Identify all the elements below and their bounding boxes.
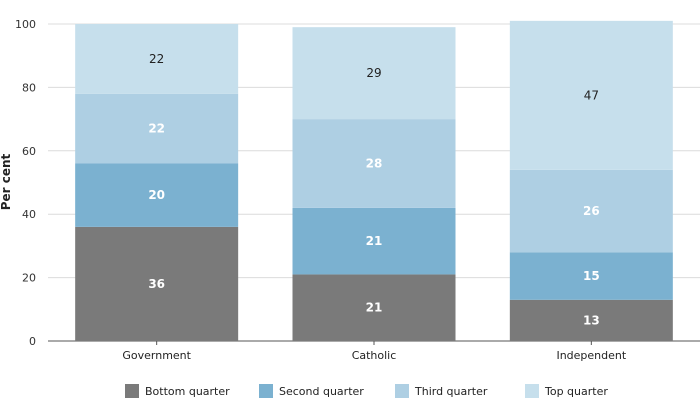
- bar-segment: [292, 119, 456, 208]
- bar-segment: [75, 24, 239, 94]
- y-tick-label: 60: [22, 145, 36, 158]
- legend-swatch: [125, 384, 139, 398]
- data-label: 36: [148, 277, 165, 291]
- data-label: 13: [583, 313, 600, 327]
- data-label: 26: [583, 204, 600, 218]
- legend-swatch: [259, 384, 273, 398]
- data-label: 29: [366, 66, 381, 80]
- bar-segment: [75, 163, 239, 227]
- y-tick-label: 40: [22, 208, 36, 221]
- legend: Bottom quarter Second quarter Third quarte…: [125, 384, 608, 398]
- x-category-label: Independent: [556, 349, 626, 362]
- y-axis: 0 20 40 60 80 100: [15, 18, 36, 348]
- y-axis-label: Per cent: [0, 153, 13, 210]
- bar-segment: [75, 93, 239, 164]
- bar-segment: [75, 226, 239, 341]
- data-label: 28: [366, 156, 383, 170]
- data-label: 15: [583, 269, 600, 283]
- y-tick-label: 100: [15, 18, 36, 31]
- x-category-label: Government: [122, 349, 191, 362]
- legend-label: Bottom quarter: [145, 385, 230, 398]
- legend-label: Top quarter: [544, 385, 608, 398]
- x-axis: Government Catholic Independent: [122, 341, 627, 362]
- data-label: 22: [149, 52, 164, 66]
- data-label: 47: [584, 88, 599, 102]
- data-label: 21: [366, 301, 383, 315]
- y-tick-label: 80: [22, 81, 36, 94]
- legend-label: Third quarter: [414, 385, 488, 398]
- bar-segment: [509, 252, 673, 300]
- data-label: 22: [148, 122, 165, 136]
- bar-segment: [292, 27, 456, 120]
- bar-labels: 36 20 22 22 21 21 28 29 13 15 26 47: [148, 52, 599, 328]
- data-label: 21: [366, 234, 383, 248]
- bars: [75, 20, 673, 341]
- y-tick-label: 20: [22, 272, 36, 285]
- legend-label: Second quarter: [279, 385, 364, 398]
- bar-segment: [509, 169, 673, 253]
- bar-segment: [509, 299, 673, 341]
- legend-swatch: [395, 384, 409, 398]
- bar-segment: [509, 20, 673, 170]
- bar-segment: [292, 274, 456, 341]
- y-tick-label: 0: [29, 335, 36, 348]
- x-category-label: Catholic: [352, 349, 397, 362]
- data-label: 20: [148, 188, 165, 202]
- legend-swatch: [525, 384, 539, 398]
- bar-segment: [292, 207, 456, 275]
